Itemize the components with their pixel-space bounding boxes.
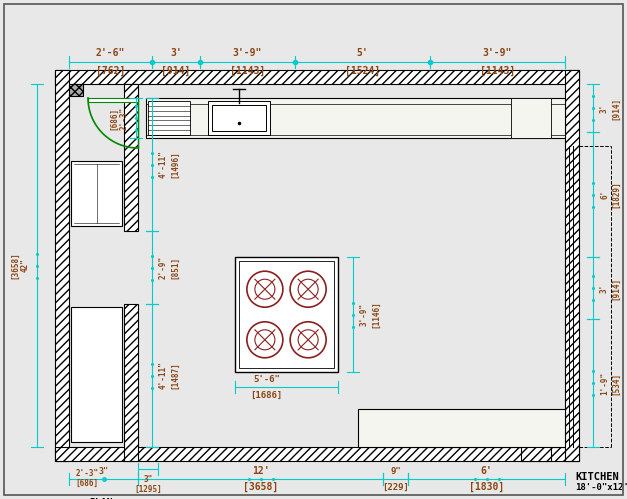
Bar — [235, 257, 338, 372]
Text: [686]: [686] — [109, 106, 118, 130]
Text: [1829]: [1829] — [611, 181, 620, 209]
Bar — [55, 70, 69, 461]
Text: 3": 3" — [98, 467, 108, 476]
Text: [1487]: [1487] — [170, 362, 179, 389]
Text: 9": 9" — [390, 467, 401, 476]
Text: [1295]: [1295] — [134, 485, 162, 494]
Bar — [148, 101, 190, 135]
Text: KITCHEN: KITCHEN — [575, 472, 619, 482]
Text: [1146]: [1146] — [371, 300, 380, 328]
Text: [534]: [534] — [611, 371, 620, 395]
Bar — [88, 98, 138, 102]
Text: PLAN: PLAN — [89, 498, 112, 499]
Text: 6': 6' — [600, 190, 609, 199]
Text: [1143]: [1143] — [480, 66, 515, 76]
Bar — [71, 161, 122, 226]
Text: [1496]: [1496] — [170, 151, 179, 178]
Text: [3658]: [3658] — [243, 482, 278, 492]
Text: 6': 6' — [481, 466, 492, 476]
Bar — [71, 307, 122, 442]
Text: 3'-9": 3'-9" — [360, 303, 369, 326]
Text: 5': 5' — [357, 48, 369, 58]
Bar — [521, 445, 551, 461]
Text: [1524]: [1524] — [345, 66, 380, 76]
Bar — [69, 84, 83, 96]
Bar — [124, 84, 138, 231]
Text: 3'-9": 3'-9" — [483, 48, 512, 58]
Bar — [55, 447, 579, 461]
Text: 5'-6": 5'-6" — [253, 375, 280, 384]
Text: 12': 12' — [251, 466, 270, 476]
Text: [3658]: [3658] — [10, 251, 19, 279]
Text: 18'-0"x12'-9": 18'-0"x12'-9" — [575, 484, 627, 493]
Bar — [212, 105, 266, 131]
Bar — [565, 70, 579, 461]
Text: [914]: [914] — [161, 66, 191, 76]
Text: [1686]: [1686] — [250, 391, 283, 400]
Text: 3": 3" — [144, 475, 152, 484]
Text: 3': 3' — [600, 283, 609, 292]
Text: [914]: [914] — [611, 96, 620, 120]
Text: [1143]: [1143] — [230, 66, 265, 76]
Text: [1830]: [1830] — [469, 482, 504, 492]
Text: 3': 3' — [170, 48, 182, 58]
Text: 4'-11": 4'-11" — [159, 151, 168, 178]
Text: [851]: [851] — [170, 256, 179, 279]
Text: 3'-9": 3'-9" — [233, 48, 262, 58]
Text: [229]: [229] — [382, 483, 409, 492]
Bar — [511, 98, 551, 138]
Text: 1'-9": 1'-9" — [600, 371, 609, 395]
Text: [686]: [686] — [75, 479, 98, 488]
Text: 2'-3": 2'-3" — [75, 469, 98, 478]
Bar — [146, 98, 565, 138]
Bar — [55, 70, 579, 84]
Bar — [208, 101, 270, 135]
Text: 4'-11": 4'-11" — [159, 362, 168, 389]
Text: 3': 3' — [600, 103, 609, 113]
Text: [914]: [914] — [611, 276, 620, 299]
Text: [762]: [762] — [96, 66, 125, 76]
Bar — [124, 304, 138, 461]
Text: 2'-9": 2'-9" — [159, 256, 168, 279]
Text: 2'-6": 2'-6" — [96, 48, 125, 58]
Text: 2'-3": 2'-3" — [120, 106, 129, 130]
Bar — [358, 409, 565, 447]
Bar — [239, 261, 334, 368]
Text: 42": 42" — [21, 258, 30, 272]
